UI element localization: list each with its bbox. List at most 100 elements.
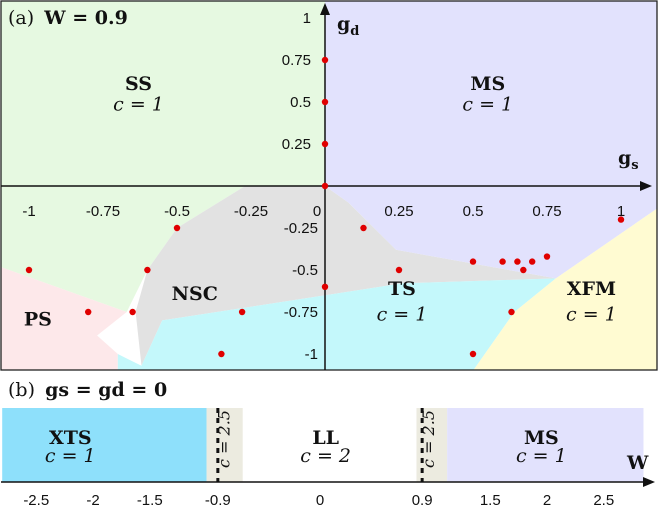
y-axis-label-main: g bbox=[337, 13, 350, 35]
data-point bbox=[321, 140, 329, 148]
y-tick-label: -0.75 bbox=[284, 304, 318, 321]
region-ms bbox=[325, 1, 657, 186]
x-tick-label: -0.75 bbox=[86, 203, 120, 220]
data-point bbox=[469, 258, 477, 265]
w-axis-label: W bbox=[626, 452, 649, 474]
panel-a-label: (a) bbox=[8, 7, 34, 29]
strip-region-chern-vertical: c = 2.5 bbox=[215, 410, 234, 468]
w-tick-label: -2 bbox=[86, 492, 99, 509]
data-point bbox=[173, 224, 181, 232]
x-tick-label: -1 bbox=[22, 203, 35, 220]
region-label-ms: MS bbox=[470, 73, 505, 95]
region-label-xfm: XFM bbox=[567, 278, 616, 300]
data-point bbox=[25, 266, 33, 274]
x-tick-label: -0.25 bbox=[234, 203, 268, 220]
data-point bbox=[508, 308, 515, 316]
data-point bbox=[499, 258, 506, 265]
x-tick-label: 0 bbox=[313, 203, 321, 220]
data-point bbox=[218, 350, 225, 358]
panel-a-parameter: W = 0.9 bbox=[43, 7, 128, 29]
region-label-nsc: NSC bbox=[172, 283, 218, 305]
panel-a-regions bbox=[1, 1, 657, 370]
x-axis-label-main: g bbox=[618, 147, 631, 169]
strip-region-chern-xts: c = 1 bbox=[45, 445, 96, 467]
data-point bbox=[321, 182, 329, 190]
x-tick-label: -0.5 bbox=[164, 203, 190, 220]
region-chern-ts: c = 1 bbox=[377, 303, 428, 325]
strip-region-label-xts: XTS bbox=[49, 427, 92, 449]
x-tick-label: 0.5 bbox=[463, 203, 484, 220]
y-tick-label: -0.5 bbox=[292, 262, 318, 279]
region-nsc bbox=[135, 186, 556, 366]
panel-b-title: (b) gs = gd = 0 bbox=[8, 379, 167, 401]
panel-b-label: (b) bbox=[8, 379, 35, 401]
strip-region-ms bbox=[447, 408, 644, 482]
data-point bbox=[144, 266, 151, 274]
w-tick-label: -1.5 bbox=[137, 492, 163, 509]
data-point bbox=[129, 308, 136, 316]
data-point bbox=[529, 258, 536, 265]
y-tick-label: -1 bbox=[305, 346, 318, 363]
panel-a-ticks: -1 -0.75 -0.5 -0.25 0 0.25 0.5 0.75 110.750.50.2… bbox=[22, 10, 625, 363]
data-point bbox=[514, 258, 521, 265]
panel-a-points bbox=[25, 56, 625, 358]
y-axis-label: gd bbox=[337, 13, 359, 39]
y-tick-label: 0.75 bbox=[282, 52, 311, 69]
w-tick-label: -0.9 bbox=[205, 492, 231, 509]
strip-region-xts bbox=[2, 408, 207, 482]
panel-b: (b) gs = gd = 0 -2.5 -2 -1.5 -0.9 0 0.9 1.5 2 2.… bbox=[1, 379, 655, 509]
panel-b-parameter: gs = gd = 0 bbox=[45, 379, 167, 401]
x-tick-label: 0.75 bbox=[532, 203, 561, 220]
region-chern-xfm: c = 1 bbox=[566, 303, 617, 325]
strip-region-chern-ms: c = 1 bbox=[516, 445, 567, 467]
w-tick-label: 2.5 bbox=[593, 492, 614, 509]
w-tick-label: 1.5 bbox=[480, 492, 501, 509]
data-point bbox=[469, 350, 477, 358]
y-axis-arrowhead bbox=[320, 3, 330, 15]
strip-region-c25 bbox=[206, 408, 243, 482]
w-tick-label: 2 bbox=[543, 492, 551, 509]
panel-a: -1 -0.75 -0.5 -0.25 0 0.25 0.5 0.75 110.750.50.2… bbox=[0, 0, 658, 371]
data-point bbox=[238, 308, 246, 316]
region-ms-lower bbox=[325, 186, 657, 279]
x-axis-label: gs bbox=[618, 147, 639, 173]
y-tick-label: -0.25 bbox=[284, 220, 318, 237]
x-tick-label: 1 bbox=[617, 203, 625, 220]
strip-region-ll bbox=[242, 408, 417, 482]
x-axis-arrowhead bbox=[640, 181, 652, 191]
strip-region-chern-vertical: c = 2.5 bbox=[419, 410, 438, 468]
data-point bbox=[321, 98, 329, 106]
y-tick-label: 0.5 bbox=[290, 94, 311, 111]
region-ss-lower bbox=[1, 186, 246, 312]
y-tick-label: 0.25 bbox=[282, 136, 311, 153]
data-point bbox=[617, 216, 625, 223]
data-point bbox=[520, 266, 527, 274]
region-label-ts: TS bbox=[388, 278, 416, 300]
y-tick-label: 1 bbox=[303, 10, 311, 27]
data-point bbox=[321, 56, 329, 64]
region-chern-ms: c = 1 bbox=[462, 93, 513, 115]
panel-b-axes bbox=[1, 408, 655, 487]
region-chern-ss: c = 1 bbox=[113, 93, 164, 115]
data-point bbox=[321, 283, 329, 290]
region-label-ss: SS bbox=[125, 73, 152, 95]
data-point bbox=[360, 224, 367, 232]
w-axis-arrowhead bbox=[643, 477, 655, 487]
x-axis-label-sub: s bbox=[631, 158, 638, 173]
strip-region-label-ms: MS bbox=[524, 427, 559, 449]
y-axis-label-sub: d bbox=[350, 24, 359, 39]
data-point bbox=[85, 308, 92, 316]
x-tick-label: 0.25 bbox=[384, 203, 413, 220]
region-ps bbox=[1, 267, 127, 370]
data-point bbox=[543, 253, 551, 260]
panel-b-regions bbox=[2, 408, 644, 482]
w-tick-label: 0 bbox=[316, 492, 324, 509]
region-ss bbox=[1, 1, 325, 186]
strip-region-chern-ll: c = 2 bbox=[300, 445, 351, 467]
data-point bbox=[395, 266, 403, 274]
region-xfm bbox=[473, 208, 657, 370]
panel-b-ticks: -2.5 -2 -1.5 -0.9 0 0.9 1.5 2 2.5 bbox=[23, 492, 614, 509]
